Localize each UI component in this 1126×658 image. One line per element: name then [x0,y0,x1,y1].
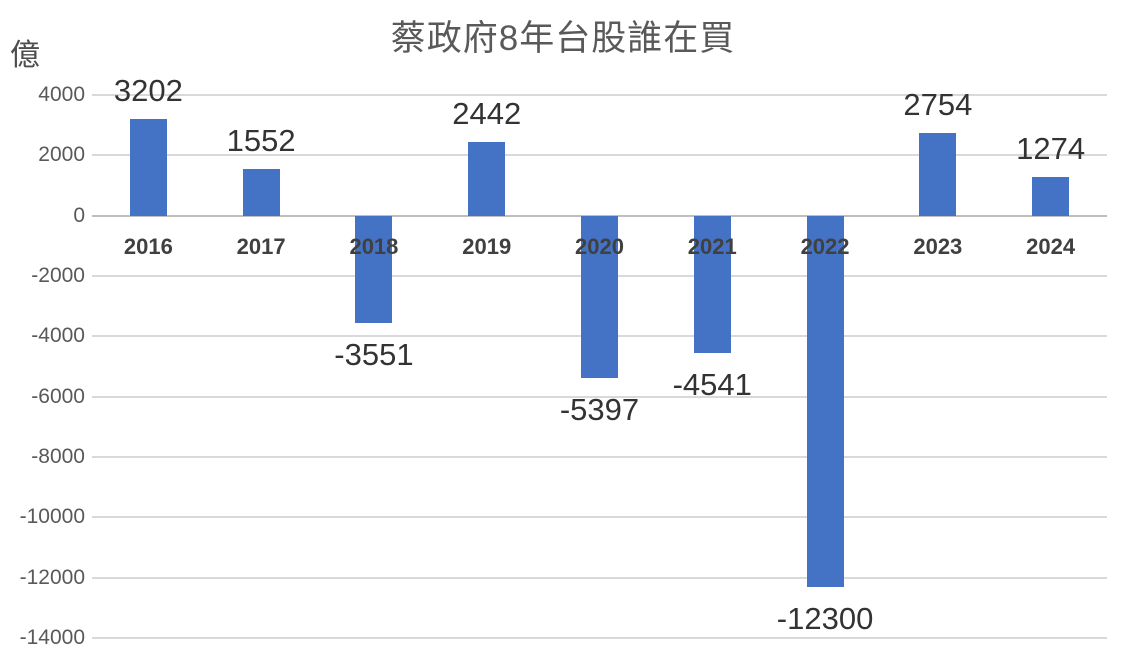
bar-2021 [693,215,731,353]
y-axis-tick-label: -8000 [31,445,85,468]
y-axis-tick-label: -4000 [31,324,85,348]
y-axis-tick-label: -10000 [19,505,85,529]
y-axis-unit-label: 億 [10,39,40,72]
data-label-2024: 1274 [1016,131,1086,167]
gridline [92,637,1107,639]
gridline [92,154,1107,157]
bar-2017 [242,168,280,216]
category-label-2023: 2023 [913,233,963,259]
bar-2020 [581,215,618,379]
category-label-2018: 2018 [349,233,399,259]
gridline [92,516,1107,519]
y-axis-tick-label: -12000 [19,565,85,589]
category-label-2019: 2019 [462,233,512,259]
gridline [92,94,1107,96]
data-label-2022: -12300 [776,600,874,636]
data-label-2023: 2754 [903,86,973,122]
gridline [92,456,1107,458]
y-axis-tick-label: -14000 [19,626,85,649]
category-label-2024: 2024 [1026,233,1076,259]
category-label-2022: 2022 [800,233,850,259]
data-label-2019: 2442 [452,95,522,131]
category-label-2016: 2016 [123,233,173,259]
data-label-2021: -4541 [672,366,752,402]
bar-2019 [468,141,506,216]
bar-2022 [806,215,844,587]
data-label-2020: -5397 [559,392,640,428]
category-label-2017: 2017 [236,233,286,259]
data-label-2018: -3551 [334,336,414,372]
bar-2024 [1032,177,1070,216]
y-axis-tick-label: 2000 [38,143,85,167]
y-axis-tick-label: -2000 [31,264,85,287]
bar-2016 [129,119,167,216]
chart-title: 蔡政府8年台股誰在買 [390,19,736,58]
data-label-2017: 1552 [226,122,296,158]
data-label-2016: 3202 [113,73,183,109]
bar-2018 [355,215,393,323]
gridline [92,576,1107,579]
y-axis-tick-label: 4000 [38,83,85,106]
category-label-2021: 2021 [687,233,737,259]
category-label-2020: 2020 [575,233,624,259]
bar-2023 [919,132,957,216]
y-axis-tick-label: 0 [73,203,85,227]
gridline [92,395,1107,398]
y-axis-tick-label: -6000 [31,384,85,408]
